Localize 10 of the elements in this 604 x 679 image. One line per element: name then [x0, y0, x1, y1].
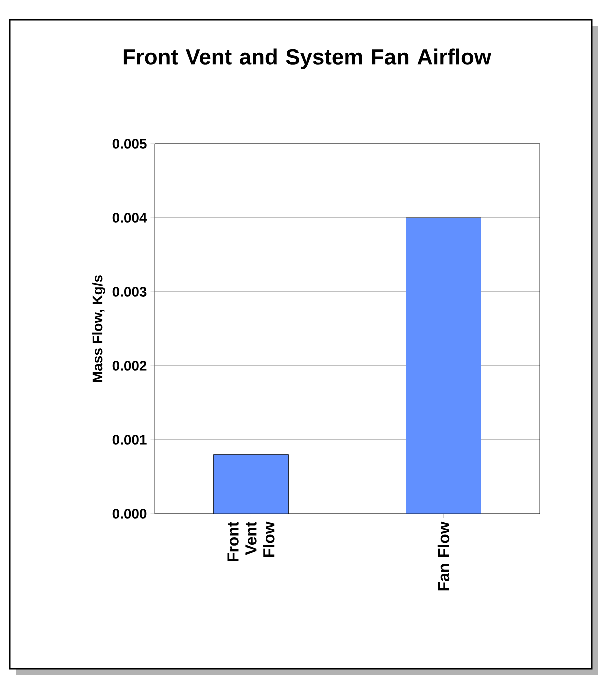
y-tick-label: 0.000 — [112, 509, 147, 519]
y-tick-label: 0.004 — [112, 213, 148, 223]
y-tick-label: 0.003 — [112, 287, 147, 297]
y-tick-label: 0.001 — [112, 435, 147, 445]
y-axis-title: Mass Flow, Kg/s — [92, 276, 106, 382]
x-tick-label: Fan Flow — [438, 522, 450, 591]
chart-title: Front Vent and System Fan Airflow — [124, 48, 492, 70]
y-tick-label: 0.002 — [112, 361, 147, 371]
x-tick-label: Front Vent Flow — [228, 522, 275, 562]
y-tick-label: 0.005 — [112, 139, 147, 149]
